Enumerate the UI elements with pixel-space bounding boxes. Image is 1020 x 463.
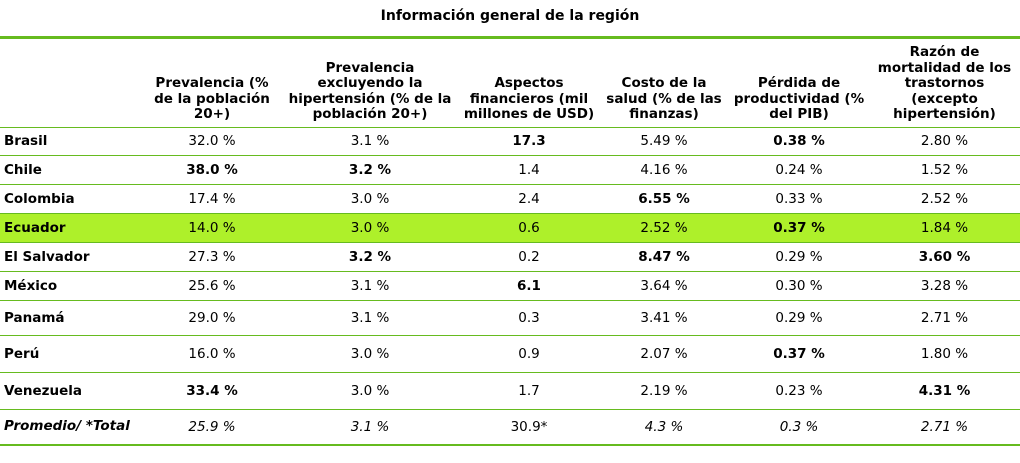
cell: 17.4 % bbox=[188, 190, 236, 207]
cell: 17.3 bbox=[512, 133, 546, 149]
cell: 29.0 % bbox=[188, 309, 236, 326]
cell: 30.9* bbox=[510, 418, 548, 435]
cell: 27.3 % bbox=[188, 248, 236, 265]
cell: 3.0 % bbox=[350, 345, 390, 362]
cell: 2.4 bbox=[518, 190, 540, 207]
header-row: Prevalencia (% de la población 20+) Prev… bbox=[0, 37, 1020, 128]
cell: 0.30 % bbox=[775, 277, 823, 294]
cell: 2.71 % bbox=[920, 309, 969, 326]
cell: 0.3 bbox=[518, 309, 540, 326]
row-label: Promedio/ *Total bbox=[4, 418, 130, 435]
cell: 3.64 % bbox=[640, 277, 688, 294]
cell: 3.2 % bbox=[348, 248, 392, 265]
cell: 3.1 % bbox=[350, 418, 390, 435]
table-row-highlighted: Ecuador 14.0 % 3.0 % 0.6 2.52 % 0.37 % 1… bbox=[0, 213, 1020, 242]
cell: 3.2 % bbox=[348, 161, 392, 178]
cell: 3.41 % bbox=[640, 309, 688, 326]
cell: 0.37 % bbox=[773, 345, 825, 362]
cell: 3.1 % bbox=[350, 309, 390, 326]
table-row: Brasil 32.0 % 3.1 % 17.3 5.49 % 0.38 % 2… bbox=[0, 127, 1020, 155]
table-row-average: Promedio/ *Total 25.9 % 3.1 % 30.9* 4.3 … bbox=[0, 409, 1020, 445]
row-label: México bbox=[4, 277, 58, 294]
cell: 1.4 bbox=[518, 161, 540, 178]
header-costo-salud: Costo de la salud (% de las finanzas) bbox=[606, 75, 722, 122]
cell: 38.0 % bbox=[186, 161, 238, 178]
cell: 3.28 % bbox=[920, 277, 969, 294]
cell: 0.24 % bbox=[775, 161, 823, 178]
table-row: Panamá 29.0 % 3.1 % 0.3 3.41 % 0.29 % 2.… bbox=[0, 300, 1020, 335]
cell: 14.0 % bbox=[143, 213, 281, 242]
cell: 0.29 % bbox=[775, 309, 823, 326]
cell: 16.0 % bbox=[188, 345, 236, 362]
cell: 1.84 % bbox=[869, 213, 1020, 242]
header-prevalencia: Prevalencia (% de la población 20+) bbox=[154, 75, 270, 122]
cell: 6.55 % bbox=[638, 190, 690, 207]
cell: 1.80 % bbox=[920, 345, 969, 362]
cell: 3.0 % bbox=[350, 190, 390, 207]
cell: 2.52 % bbox=[920, 190, 969, 207]
cell: 3.60 % bbox=[918, 248, 971, 265]
row-label: Brasil bbox=[4, 133, 48, 149]
table-row: El Salvador 27.3 % 3.2 % 0.2 8.47 % 0.29… bbox=[0, 242, 1020, 271]
cell: 2.80 % bbox=[920, 133, 969, 149]
table-row: Perú 16.0 % 3.0 % 0.9 2.07 % 0.37 % 1.80… bbox=[0, 335, 1020, 372]
region-data-table: Prevalencia (% de la población 20+) Prev… bbox=[0, 36, 1020, 446]
header-perdida-productividad: Pérdida de productividad (% del PIB) bbox=[733, 75, 865, 122]
cell: 25.6 % bbox=[188, 277, 236, 294]
cell: 0.33 % bbox=[775, 190, 823, 207]
row-label: Venezuela bbox=[4, 382, 82, 399]
row-label: Chile bbox=[4, 161, 42, 178]
cell: 3.1 % bbox=[350, 133, 390, 149]
table-title: Información general de la región bbox=[380, 8, 640, 24]
cell: 4.3 % bbox=[644, 418, 684, 435]
cell: 2.19 % bbox=[640, 382, 688, 399]
cell: 0.38 % bbox=[773, 133, 825, 149]
table-row: México 25.6 % 3.1 % 6.1 3.64 % 0.30 % 3.… bbox=[0, 271, 1020, 300]
cell: 0.3 % bbox=[779, 418, 819, 435]
row-label: Perú bbox=[4, 345, 40, 362]
row-label: Colombia bbox=[4, 190, 75, 207]
row-label: El Salvador bbox=[4, 248, 90, 265]
table-row: Venezuela 33.4 % 3.0 % 1.7 2.19 % 0.23 %… bbox=[0, 372, 1020, 409]
table-row: Chile 38.0 % 3.2 % 1.4 4.16 % 0.24 % 1.5… bbox=[0, 155, 1020, 184]
cell: 32.0 % bbox=[188, 133, 236, 149]
cell: 3.0 % bbox=[350, 382, 390, 399]
cell: 6.1 bbox=[517, 277, 541, 294]
cell: 3.0 % bbox=[281, 213, 459, 242]
cell: 0.29 % bbox=[775, 248, 823, 265]
cell: 0.6 bbox=[459, 213, 599, 242]
header-razon-mortalidad: Razón de mortalidad de los trastornos (e… bbox=[877, 44, 1012, 122]
cell: 3.1 % bbox=[350, 277, 390, 294]
cell: 1.7 bbox=[518, 382, 540, 399]
cell: 4.16 % bbox=[640, 161, 688, 178]
cell: 4.31 % bbox=[918, 382, 971, 399]
cell: 0.37 % bbox=[729, 213, 869, 242]
cell: 0.23 % bbox=[775, 382, 823, 399]
header-prevalencia-sin-hipertension: Prevalencia excluyendo la hipertensión (… bbox=[288, 59, 452, 122]
cell: 0.2 bbox=[518, 248, 540, 265]
cell: 2.07 % bbox=[640, 345, 688, 362]
row-label: Ecuador bbox=[0, 213, 143, 242]
cell: 25.9 % bbox=[188, 418, 236, 435]
cell: 0.9 bbox=[518, 345, 540, 362]
cell: 2.52 % bbox=[599, 213, 729, 242]
table-row: Colombia 17.4 % 3.0 % 2.4 6.55 % 0.33 % … bbox=[0, 184, 1020, 213]
header-aspectos-financieros: Aspectos financieros (mil millones de US… bbox=[463, 75, 595, 122]
cell: 8.47 % bbox=[638, 248, 690, 265]
cell: 5.49 % bbox=[640, 133, 688, 149]
cell: 2.71 % bbox=[920, 418, 969, 435]
cell: 33.4 % bbox=[186, 382, 238, 399]
cell: 1.52 % bbox=[920, 161, 969, 178]
row-label: Panamá bbox=[4, 309, 65, 326]
header-blank bbox=[0, 38, 143, 128]
